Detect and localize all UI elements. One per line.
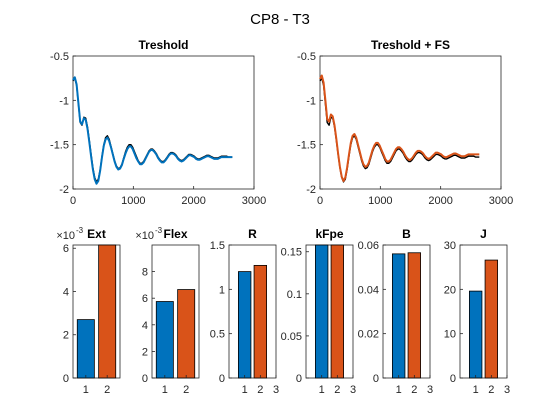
ytick-label: 0: [373, 373, 379, 385]
xtick-label: 0: [317, 195, 323, 207]
axes-3: 0 2 4 6 1 2 ×10 -3 Ext: [56, 226, 121, 396]
axes-frame: [319, 55, 502, 190]
ytick-label: 0: [296, 373, 302, 385]
line-series-2: [72, 76, 233, 185]
xtick-label: 3000: [242, 195, 266, 207]
ytick-label: 1: [219, 284, 225, 296]
ytick-label: 0.02: [358, 329, 379, 341]
ytick-label: 0.15: [281, 247, 302, 259]
bar-1: [468, 290, 483, 379]
axes-title: Treshold + FS: [371, 38, 450, 52]
ytick-label: 1.5: [210, 240, 225, 252]
axes-1: -0.5 -1 -1.5 -20 1000 2000 3000 Treshold: [50, 38, 266, 207]
xtick-label: 2: [183, 384, 189, 396]
ytick-label: 2: [142, 346, 148, 358]
xtick-label: 2: [411, 384, 417, 396]
axes-frame: [305, 244, 354, 379]
exponent-label: ×10: [135, 230, 154, 242]
bar-2: [330, 244, 345, 379]
axes-title: Treshold: [138, 38, 188, 52]
ytick-label: 30: [444, 240, 456, 252]
axes-6: 0 0.05 0.1 0.15 1 2 3 kFpe: [281, 227, 356, 396]
xtick-label: 2000: [181, 195, 205, 207]
axes-title: J: [480, 227, 487, 241]
xtick-label: 2000: [428, 195, 452, 207]
bar-2: [484, 259, 499, 379]
xtick-label: 1: [396, 384, 402, 396]
axes-2: -0.5 -1 -1.5 -20 1000 2000 3000 Treshold + FS: [297, 38, 513, 207]
xtick-label: 1000: [121, 195, 145, 207]
ytick-label: 4: [63, 286, 69, 298]
xtick-label: 3: [427, 384, 433, 396]
ytick-label: -2: [59, 184, 69, 196]
xtick-label: 3: [504, 384, 510, 396]
exponent-power: -3: [76, 226, 84, 235]
bar-2: [407, 252, 422, 379]
xtick-label: 1: [473, 384, 479, 396]
ytick-label: 0.05: [281, 331, 302, 343]
ytick-label: 0.1: [287, 289, 302, 301]
xtick-label: 3: [350, 384, 356, 396]
figure-title: CP8 - T3: [250, 11, 310, 28]
axes-8: 0 10 20 30 1 2 3 J: [444, 227, 510, 396]
bar-1: [314, 244, 329, 379]
ytick-label: 0.06: [358, 240, 379, 252]
xtick-label: 2: [334, 384, 340, 396]
ytick-label: -1: [59, 95, 69, 107]
ytick-label: 6: [142, 293, 148, 305]
xtick-label: 2: [104, 384, 110, 396]
ytick-label: -0.5: [50, 51, 69, 63]
bar-1: [76, 319, 95, 379]
axes-frame: [459, 244, 508, 379]
exponent-label: ×10: [56, 230, 75, 242]
ytick-label: 0: [63, 373, 69, 385]
ytick-label: -1: [306, 95, 316, 107]
xtick-label: 0: [70, 195, 76, 207]
ytick-label: 4: [142, 320, 148, 332]
ytick-label: 20: [444, 284, 456, 296]
axes-title: R: [248, 227, 257, 241]
axes-5: 00.511.51 2 3R: [210, 227, 279, 396]
axes-frame: [382, 244, 431, 379]
ytick-label: -2: [306, 184, 316, 196]
axes-7: 0 0.02 0.04 0.06 1 2 3 B: [358, 227, 433, 396]
xtick-label: 1: [319, 384, 325, 396]
xtick-label: 1: [242, 384, 248, 396]
bar-1: [391, 253, 406, 379]
ytick-label: 0.5: [210, 329, 225, 341]
xtick-label: 3: [273, 384, 279, 396]
axes-title: kFpe: [315, 227, 343, 241]
axes-title: Ext: [87, 227, 106, 241]
xtick-label: 1: [83, 384, 89, 396]
ytick-label: 8: [142, 267, 148, 279]
axes-title: B: [402, 227, 411, 241]
xtick-label: 2: [488, 384, 494, 396]
xtick-label: 2: [257, 384, 263, 396]
axes-title: Flex: [163, 227, 187, 241]
ytick-label: 10: [444, 329, 456, 341]
xtick-label: 1: [162, 384, 168, 396]
bar-1: [237, 271, 252, 379]
axes-frame: [228, 244, 277, 379]
ytick-label: -1.5: [50, 140, 69, 152]
xtick-label: 1000: [368, 195, 392, 207]
ytick-label: -1.5: [297, 140, 316, 152]
bar-2: [253, 264, 267, 379]
bar-1: [155, 301, 174, 379]
bar-2: [98, 244, 117, 379]
bar-2: [177, 289, 196, 379]
axes-frame: [72, 55, 255, 190]
ytick-label: 0: [142, 373, 148, 385]
ytick-label: 0: [219, 373, 225, 385]
ytick-label: 0: [450, 373, 456, 385]
ytick-label: 6: [63, 243, 69, 255]
ytick-label: -0.5: [297, 51, 316, 63]
axes-4: 0 2 4 6 8 1 2 ×10 -3 Flex: [135, 226, 200, 396]
line-series-2: [319, 74, 480, 182]
ytick-label: 0.04: [358, 284, 379, 296]
xtick-label: 3000: [489, 195, 513, 207]
ytick-label: 2: [63, 330, 69, 342]
exponent-power: -3: [155, 226, 163, 235]
